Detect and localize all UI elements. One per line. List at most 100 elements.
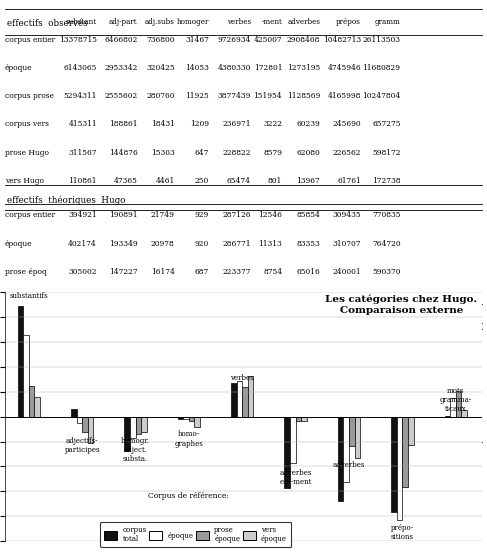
Text: 14,54: 14,54	[229, 359, 251, 367]
Text: 11313: 11313	[259, 240, 282, 248]
Text: 13967: 13967	[297, 177, 320, 185]
Bar	[391, 417, 397, 512]
Text: -28,26: -28,26	[337, 387, 361, 395]
Text: 245690: 245690	[332, 120, 361, 129]
Text: 9726934: 9726934	[217, 36, 251, 44]
Text: 21749: 21749	[151, 211, 175, 220]
Text: 316: 316	[195, 296, 209, 304]
Text: 5294311: 5294311	[64, 92, 97, 100]
Text: -11,86: -11,86	[297, 387, 320, 395]
Text: adjectifs-
participes: adjectifs- participes	[64, 437, 100, 454]
Text: 10,46: 10,46	[379, 387, 400, 395]
Text: 172738: 172738	[372, 177, 400, 185]
Text: 171828: 171828	[372, 296, 400, 304]
Bar	[178, 417, 183, 420]
Text: 920: 920	[195, 240, 209, 248]
Text: -1,57: -1,57	[190, 387, 209, 395]
Text: 31467: 31467	[185, 36, 209, 44]
Text: époque: époque	[5, 64, 32, 72]
Text: 657275: 657275	[372, 120, 400, 129]
Text: 172801: 172801	[254, 64, 282, 72]
Text: 65016: 65016	[297, 268, 320, 276]
Text: effectifs  observés: effectifs observés	[7, 19, 88, 28]
Text: vers époq: vers époq	[5, 415, 41, 423]
Text: 394921: 394921	[68, 211, 97, 220]
Bar	[343, 417, 349, 482]
Text: corpus vers: corpus vers	[5, 120, 49, 129]
Text: prose Hugo: prose Hugo	[5, 148, 49, 157]
Bar	[18, 306, 23, 417]
Text: -41,54: -41,54	[337, 359, 361, 367]
Text: 687: 687	[195, 268, 209, 276]
Text: -ment: -ment	[262, 18, 282, 26]
Text: 4818: 4818	[156, 296, 175, 304]
Text: adverbes: adverbes	[333, 461, 365, 469]
Text: -8,67: -8,67	[156, 359, 175, 367]
Text: 250: 250	[195, 177, 209, 185]
Text: 228822: 228822	[222, 148, 251, 157]
Text: 280760: 280760	[146, 92, 175, 100]
Bar	[76, 417, 82, 423]
Text: 309435: 309435	[332, 211, 361, 220]
Bar	[349, 417, 355, 446]
Text: gramm: gramm	[375, 18, 400, 26]
Bar	[35, 396, 40, 417]
Text: 320425: 320425	[146, 64, 175, 72]
Text: 61761: 61761	[337, 177, 361, 185]
Text: 16174: 16174	[151, 268, 175, 276]
Text: 415311: 415311	[68, 120, 97, 129]
Text: 8754: 8754	[263, 268, 282, 276]
Text: -4,32: -4,32	[190, 415, 209, 423]
Text: homogr.
adject.
substa.: homogr. adject. substa.	[121, 437, 150, 463]
Bar	[135, 417, 141, 434]
Text: 3877439: 3877439	[217, 92, 251, 100]
Text: homoger: homoger	[177, 18, 209, 26]
Bar	[301, 417, 307, 421]
Text: 598172: 598172	[372, 148, 400, 157]
Text: 11,87: 11,87	[229, 387, 251, 395]
Text: 310707: 310707	[333, 240, 361, 248]
Text: 3222: 3222	[263, 120, 282, 129]
Text: 147227: 147227	[109, 268, 137, 276]
Text: 26113503: 26113503	[362, 36, 400, 44]
Text: adj-part: adj-part	[109, 18, 137, 26]
Text: 60239: 60239	[297, 120, 320, 129]
Text: prose époq: prose époq	[5, 268, 47, 276]
Legend: corpus
total, époque, prose
époque, vers
époque: corpus total, époque, prose époque, vers…	[100, 522, 291, 548]
Text: -13,67: -13,67	[151, 331, 175, 339]
Text: 15748: 15748	[297, 296, 320, 304]
Text: 801: 801	[268, 177, 282, 185]
Bar	[338, 417, 343, 501]
Text: 12,25: 12,25	[75, 387, 97, 395]
Text: 0,08: 0,08	[384, 331, 400, 339]
Text: corpus entier: corpus entier	[5, 36, 55, 44]
Text: -38,53: -38,53	[337, 331, 361, 339]
Text: prépos: prépos	[336, 18, 361, 26]
Text: adverbes
en -ment: adverbes en -ment	[280, 469, 312, 486]
Text: 85854: 85854	[297, 211, 320, 220]
Text: 151954: 151954	[254, 92, 282, 100]
Text: Les catégories chez Hugo.
Comparaison externe: Les catégories chez Hugo. Comparaison ex…	[325, 295, 477, 315]
Text: -0,79: -0,79	[190, 359, 209, 367]
Text: 4745946: 4745946	[327, 64, 361, 72]
Bar	[248, 376, 253, 417]
Text: 6466802: 6466802	[104, 36, 137, 44]
Text: 10482713: 10482713	[323, 36, 361, 44]
Text: 1128569: 1128569	[287, 92, 320, 100]
Text: verbes: verbes	[230, 374, 254, 383]
Text: 402174: 402174	[68, 240, 97, 248]
Text: 10247804: 10247804	[362, 92, 400, 100]
Bar	[124, 417, 130, 450]
Text: adj.subs: adj.subs	[145, 18, 175, 26]
Text: 4380330: 4380330	[217, 64, 251, 72]
Text: écarts  réduits: écarts réduits	[7, 315, 72, 324]
Text: 2908468: 2908468	[287, 36, 320, 44]
Text: 190891: 190891	[109, 211, 137, 220]
Text: 49373: 49373	[113, 296, 137, 304]
Text: verbes: verbes	[226, 18, 251, 26]
Text: 16,47: 16,47	[229, 415, 251, 423]
Text: corpus entier: corpus entier	[5, 211, 55, 220]
Text: Corpus de référence:: Corpus de référence:	[149, 492, 229, 500]
Bar	[189, 417, 194, 421]
Text: -33,98: -33,98	[297, 331, 320, 339]
